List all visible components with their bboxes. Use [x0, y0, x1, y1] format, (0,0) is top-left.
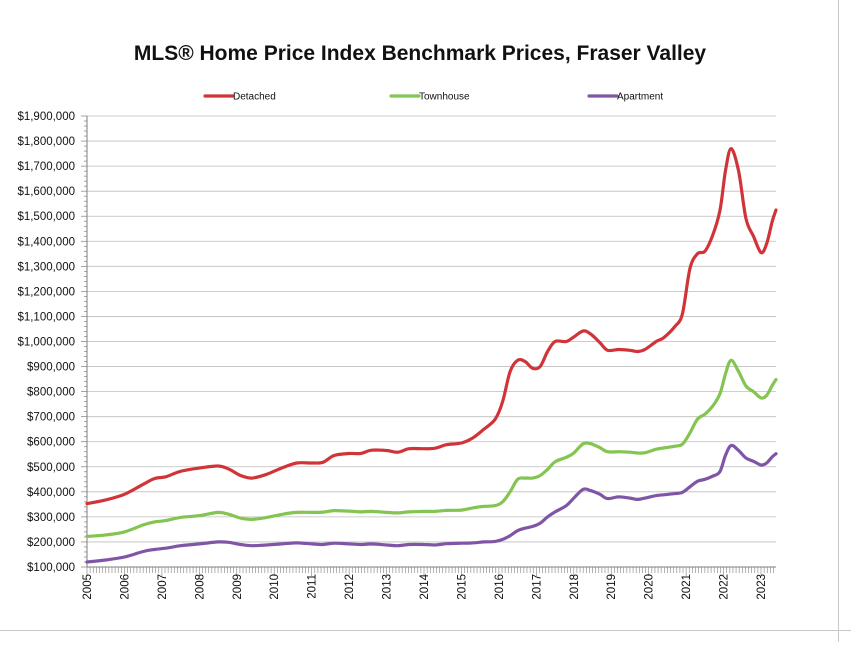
y-tick-label: $300,000	[27, 512, 75, 524]
y-tick-label: $1,000,000	[17, 337, 75, 349]
x-tick-label: 2023	[756, 574, 768, 600]
x-tick-label: 2007	[157, 574, 169, 600]
series-line-townhouse	[85, 358, 778, 538]
y-tick-label: $1,800,000	[17, 136, 75, 148]
x-tick-label: 2018	[569, 574, 581, 600]
series-lines	[85, 147, 778, 564]
series-line-detached	[85, 147, 778, 506]
y-axis-ticks: $100,000 $200,000 $300,000 $400,000 $500,000…	[17, 111, 75, 574]
x-tick-label: 2012	[344, 574, 356, 600]
x-tick-label: 2011	[307, 574, 319, 599]
grid	[87, 115, 776, 543]
x-tick-label: 2016	[494, 574, 506, 600]
legend-label-townhouse: Townhouse	[419, 92, 470, 103]
x-tick-label: 2021	[681, 574, 693, 600]
y-tick-label: $100,000	[27, 562, 75, 574]
legend-label-apartment: Apartment	[617, 92, 663, 103]
chart-title: MLS® Home Price Index Benchmark Prices, …	[134, 42, 707, 65]
legend: Detached Townhouse Apartment	[203, 92, 663, 103]
y-tick-label: $600,000	[27, 437, 75, 449]
y-tick-label: $500,000	[27, 462, 75, 474]
frame-border-right	[838, 0, 839, 642]
y-tick-label: $1,300,000	[17, 261, 75, 273]
y-tick-label: $1,200,000	[17, 286, 75, 298]
y-tick-label: $1,100,000	[17, 311, 75, 323]
axes	[81, 115, 776, 576]
x-tick-label: 2013	[382, 574, 394, 600]
y-tick-label: $900,000	[27, 362, 75, 374]
x-axis-ticks: 2005 2006 2007 2008 2009 2010 2011 2012 2013 2014…	[82, 573, 768, 599]
y-tick-label: $700,000	[27, 412, 75, 424]
y-tick-label: $1,600,000	[17, 186, 75, 198]
series-line-apartment	[85, 443, 778, 564]
y-tick-label: $1,700,000	[17, 161, 75, 173]
x-tick-label: 2006	[119, 574, 131, 600]
x-tick-label: 2015	[456, 574, 468, 600]
x-tick-label: 2017	[531, 574, 543, 600]
y-tick-label: $800,000	[27, 387, 75, 399]
x-tick-label: 2009	[232, 574, 244, 600]
legend-label-detached: Detached	[233, 92, 276, 103]
y-tick-label: $400,000	[27, 487, 75, 499]
x-tick-label: 2014	[419, 573, 431, 599]
y-tick-label: $1,900,000	[17, 111, 75, 123]
y-tick-label: $200,000	[27, 537, 75, 549]
x-tick-label: 2022	[719, 574, 731, 600]
frame-border-bottom	[0, 630, 851, 631]
x-tick-label: 2019	[606, 574, 618, 600]
y-tick-label: $1,400,000	[17, 236, 75, 248]
y-tick-label: $1,500,000	[17, 211, 75, 223]
x-tick-label: 2008	[194, 574, 206, 600]
x-tick-label: 2005	[82, 574, 94, 600]
x-tick-label: 2020	[644, 574, 656, 600]
x-tick-label: 2010	[269, 574, 281, 600]
